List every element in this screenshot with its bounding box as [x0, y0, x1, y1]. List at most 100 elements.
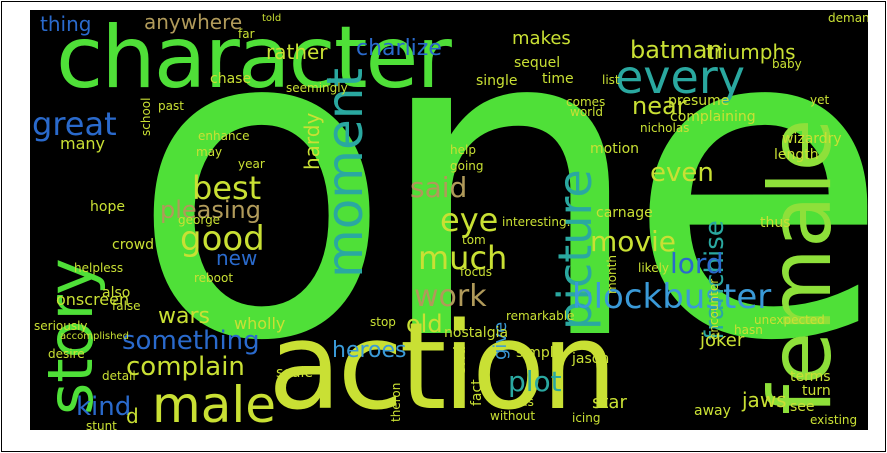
word-male: male — [152, 376, 276, 430]
word-likely: likely — [638, 261, 670, 275]
word-wizardry: wizardry — [782, 131, 842, 147]
word-seemingly: seemingly — [286, 81, 348, 95]
word-demand: demand — [828, 11, 868, 25]
word-comes: comes — [566, 95, 606, 109]
word-wars: wars — [158, 304, 210, 329]
word-terms: terms — [790, 369, 831, 385]
word-encounter: encounter — [707, 278, 721, 340]
word-going: going — [450, 159, 484, 173]
word-joker: joker — [700, 330, 745, 351]
word-interesting: interesting. — [502, 215, 571, 229]
word-enhance: enhance — [198, 129, 250, 143]
word-plot: plot — [508, 365, 562, 398]
word-onscreen: onscreen — [56, 290, 130, 309]
word-reboot: reboot — [194, 271, 234, 285]
word-something: something — [122, 326, 260, 356]
word-great: great — [32, 105, 117, 143]
word-hasn: hasn — [734, 323, 763, 337]
word-character: character — [56, 10, 452, 108]
word-accomplished: accomplished — [60, 331, 129, 342]
word-detail: detail — [102, 369, 136, 383]
word-nostalgia: nostalgia — [444, 325, 509, 341]
word-us: us — [520, 395, 534, 409]
word-month: month — [605, 255, 619, 294]
word-stop: stop — [370, 315, 396, 329]
word-existing: existing — [810, 413, 858, 427]
word-list: list — [602, 73, 620, 87]
word-far: far — [238, 27, 255, 41]
word-thus: thus — [760, 215, 791, 231]
word-jaws: jaws — [742, 388, 787, 412]
word-charlize: charlize — [356, 36, 442, 61]
word-false: false — [112, 299, 141, 313]
word-pleasing: pleasing — [160, 196, 261, 224]
word-every: every — [615, 50, 745, 104]
word-theron: theron — [389, 382, 403, 422]
word-near: near — [632, 92, 687, 120]
word-blockbuster: blockbuster — [572, 277, 772, 317]
word-without: without — [490, 409, 536, 423]
word-desire: desire — [48, 347, 85, 361]
word-movie: movie — [590, 225, 676, 258]
word-said: said — [410, 171, 468, 204]
word-presume: presume — [668, 93, 730, 109]
word-one: one — [130, 10, 868, 430]
word-heroes: heroes — [332, 338, 407, 363]
word-george: george — [178, 213, 221, 227]
word-simple: simple — [516, 345, 563, 361]
word-away: away — [694, 403, 731, 419]
word-kind: kind — [76, 392, 132, 422]
word-moment: moment — [316, 67, 374, 278]
word-see: see — [790, 399, 815, 415]
word-seriously: seriously — [34, 319, 88, 333]
word-hope: hope — [90, 199, 125, 215]
word-told: told — [262, 13, 282, 24]
word-rather: rather — [266, 40, 328, 64]
word-many: many — [60, 134, 105, 153]
word-focus: focus — [460, 265, 493, 279]
word-d: d — [126, 404, 139, 428]
word-time: time — [542, 71, 574, 87]
word-best: best — [192, 169, 262, 207]
word-turn: turn — [802, 383, 831, 399]
word-eye: eye — [440, 201, 499, 239]
word-good: good — [180, 219, 265, 259]
word-anywhere: anywhere — [144, 10, 243, 34]
word-tom: tom — [462, 233, 486, 247]
word-makes: makes — [512, 28, 571, 49]
word-may: may — [196, 145, 223, 159]
word-seale: seale — [276, 365, 313, 381]
word-lord: lord — [670, 247, 724, 280]
word-old: old — [406, 310, 443, 338]
word-carnage: carnage — [596, 205, 653, 221]
word-thing: thing — [40, 12, 92, 36]
word-triumphs: triumphs — [706, 40, 796, 64]
word-year: year — [238, 157, 265, 171]
word-sequel: sequel — [514, 55, 561, 71]
word-wholly: wholly — [234, 314, 286, 333]
word-helpless: helpless — [74, 261, 124, 275]
word-remarkable: remarkable — [506, 309, 575, 323]
word-star: star — [592, 392, 627, 413]
word-batman: batman — [630, 36, 723, 64]
word-cloud: one action character female story moment… — [30, 10, 868, 430]
word-jason: jason — [572, 351, 610, 367]
word-icing: icing — [572, 411, 601, 425]
word-fact: fact — [469, 379, 485, 406]
word-action: action — [268, 298, 617, 430]
word-baby: baby — [772, 57, 802, 71]
word-past: past — [158, 99, 184, 113]
word-help: help — [450, 143, 476, 157]
word-chase: chase — [210, 71, 252, 87]
word-also: also — [102, 285, 131, 301]
word-much: much — [418, 239, 508, 277]
word-new: new — [216, 246, 258, 270]
word-single: single — [476, 73, 518, 89]
word-complaining: complaining — [670, 109, 756, 125]
word-motion: motion — [590, 141, 640, 157]
word-nicholas: nicholas — [640, 121, 690, 135]
word-unexpected: unexpected — [754, 313, 825, 327]
word-yet: yet — [810, 93, 830, 107]
word-complain: complain — [126, 352, 245, 382]
word-work: work — [414, 279, 487, 314]
